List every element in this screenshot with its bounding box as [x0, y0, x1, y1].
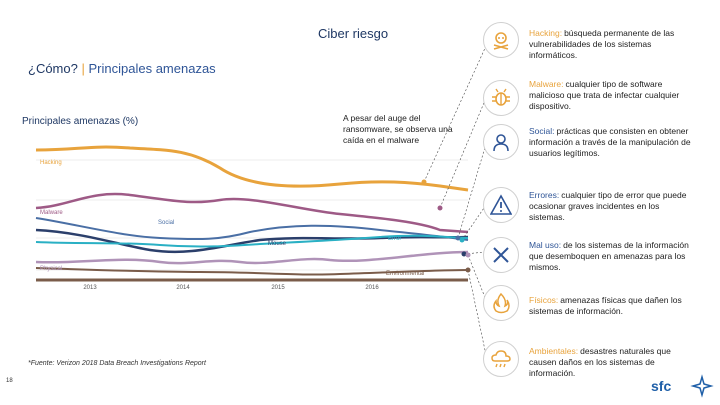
- connector-dot: [455, 235, 461, 241]
- skull-threat-icon-wrapper: [483, 22, 519, 58]
- chart-connectors: [421, 45, 487, 356]
- series-line-hacking: [35, 145, 469, 192]
- chart-series-labels: Hacking Malware Social Mouse Error Physical En…: [40, 160, 424, 277]
- threat-label: Social:: [529, 126, 555, 136]
- threat-text: cualquier tipo de software malicioso que…: [529, 79, 680, 111]
- threat-text: desastres naturales que causen daños en …: [529, 346, 671, 378]
- threat-description: Físicos: amenazas físicas que dañen los s…: [529, 295, 697, 317]
- threat-text: amenazas físicas que dañen los sistemas …: [529, 295, 682, 316]
- connector-line: [439, 97, 487, 209]
- series-label-error: Error: [388, 236, 401, 242]
- fire-threat-icon-wrapper: [483, 285, 519, 321]
- connector-dot: [459, 237, 465, 243]
- warning-threat-icon-wrapper: [483, 187, 519, 223]
- brand-emblem-icon: [690, 374, 714, 398]
- connector-line: [423, 45, 487, 183]
- threat-description: Mal uso: de los sistemas de la informació…: [529, 240, 697, 273]
- threat-description: Hacking: búsqueda permanente de las vulne…: [529, 28, 697, 61]
- sfc-logo: sfc: [651, 378, 672, 394]
- person-threat-icon-wrapper: [483, 124, 519, 160]
- x-tick-label: 2013: [83, 285, 97, 291]
- series-line-social: [35, 217, 469, 241]
- x-tick-label: 2016: [365, 285, 379, 291]
- bug-threat-icon-wrapper: [483, 80, 519, 116]
- connector-line: [461, 204, 487, 241]
- threat-label: Malware:: [529, 79, 564, 89]
- threat-label: Hacking:: [529, 28, 563, 38]
- chart-title: Principales amenazas (%): [22, 116, 139, 127]
- series-line-physical: [35, 250, 469, 265]
- connector-dot: [421, 179, 427, 185]
- series-label-social: Social: [158, 220, 174, 226]
- x-tick-label: 2015: [271, 285, 285, 291]
- threat-text: búsqueda permanente de las vulnerabilida…: [529, 28, 675, 60]
- threat-description: Errores: cualquier tipo de error que pued…: [529, 190, 697, 223]
- series-line-environmental: [35, 267, 469, 276]
- threat-label: Errores:: [529, 190, 560, 200]
- skull-icon: [493, 32, 509, 50]
- connector-line: [467, 269, 487, 356]
- threat-text: cualquier tipo de error que puede ocasio…: [529, 190, 687, 222]
- series-label-environmental: Environmental: [386, 271, 424, 277]
- chart-series: [35, 145, 469, 276]
- series-label-mouse: Mouse: [268, 241, 287, 247]
- warning-icon: [490, 194, 512, 215]
- chart-gridlines: [36, 159, 468, 271]
- subtitle-question: ¿Cómo?: [28, 61, 78, 76]
- connector-dot: [437, 205, 443, 211]
- storm-threat-icon-wrapper: [483, 341, 519, 377]
- connector-line: [467, 254, 487, 301]
- threat-description: Social: prácticas que consisten en obtene…: [529, 126, 697, 159]
- x-icon: [493, 247, 509, 263]
- series-label-physical: Physical: [40, 266, 62, 272]
- series-line-malware: [35, 192, 469, 234]
- person-icon: [493, 134, 509, 152]
- series-label-malware: Malware: [40, 210, 63, 216]
- series-label-hacking: Hacking: [40, 160, 62, 166]
- page-number: 18: [6, 378, 13, 384]
- fire-icon: [493, 292, 510, 314]
- series-line-error: [35, 234, 469, 248]
- subtitle-topic: Principales amenazas: [88, 61, 216, 76]
- threat-description: Malware: cualquier tipo de software malic…: [529, 79, 697, 112]
- source-footnote: *Fuente: Verizon 2018 Data Breach Invest…: [28, 360, 206, 367]
- connector-line: [457, 143, 487, 239]
- threat-label: Mal uso:: [529, 240, 562, 250]
- threat-text: de los sistemas de la información que de…: [529, 240, 689, 272]
- x-threat-icon-wrapper: [483, 237, 519, 273]
- threat-label: Físicos:: [529, 295, 559, 305]
- subtitle-separator: |: [81, 61, 85, 76]
- threat-label: Ambientales:: [529, 346, 579, 356]
- bug-icon: [492, 88, 510, 106]
- connector-dot: [461, 251, 467, 257]
- page-subtitle: ¿Cómo? | Principales amenazas: [28, 61, 216, 76]
- storm-icon: [491, 350, 511, 368]
- connector-dot: [465, 267, 471, 273]
- threat-description: Ambientales: desastres naturales que caus…: [529, 346, 697, 379]
- x-tick-label: 2014: [176, 285, 190, 291]
- threat-text: prácticas que consisten en obtener infor…: [529, 126, 691, 158]
- chart-x-ticks: 2013 2014 2015 2016: [83, 285, 379, 291]
- page-title: Ciber riesgo: [318, 26, 389, 41]
- connector-dot: [465, 252, 471, 258]
- chart-annotation: A pesar del auge del ransomware, se obse…: [343, 113, 453, 145]
